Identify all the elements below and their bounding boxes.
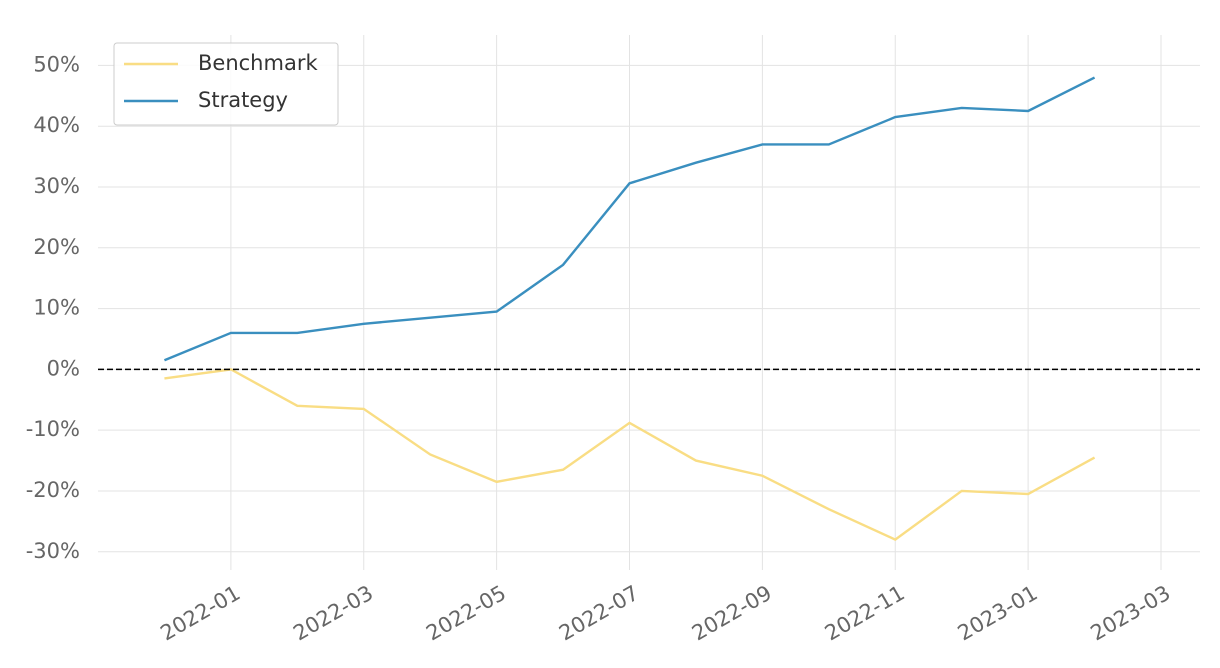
series-line [164,368,1096,541]
y-tick-label: 30% [33,174,80,198]
y-tick-label: -30% [26,539,80,563]
x-tick-label: 2022-09 [688,581,776,646]
x-tick-label: 2023-01 [954,581,1042,646]
y-tick-label: 10% [33,296,80,320]
x-tick-label: 2023-03 [1087,581,1175,646]
legend: Benchmark Strategy [113,42,339,126]
legend-label: Strategy [198,88,288,112]
x-tick-label: 2022-11 [821,581,909,646]
y-tick-label: 0% [47,356,80,380]
y-tick-label: 40% [33,113,80,137]
x-tick-label: 2022-07 [555,581,643,646]
legend-label: Benchmark [198,51,318,75]
x-tick-label: 2022-03 [289,581,377,646]
y-tick-label: 20% [33,235,80,259]
y-tick-label: 50% [33,52,80,76]
x-tick-label: 2022-01 [156,581,244,646]
x-tick-label: 2022-05 [422,581,510,646]
y-tick-label: -10% [26,417,80,441]
series-line [163,76,1096,362]
y-tick-label: -20% [26,478,80,502]
